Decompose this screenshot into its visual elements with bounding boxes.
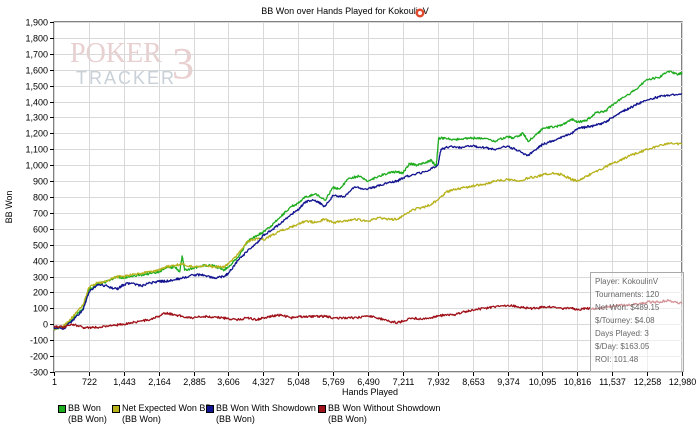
legend-item-with-showdown: BB Won With Showdown (BB Won) (206, 403, 356, 433)
x-tick-label: 1 (52, 377, 57, 387)
watermark-number-text: 3 (172, 39, 194, 88)
y-tick-label: 1,500 (25, 82, 48, 92)
y-tick-label: 200 (33, 288, 48, 298)
stat-tournaments: Tournaments: 120 (595, 290, 660, 299)
y-tick-label: -300 (30, 368, 48, 378)
x-tick-label: 11,537 (599, 377, 626, 387)
chart: POKER 3 TRACKER BB Won over Hands Played… (4, 6, 696, 397)
x-tick-label: 12,258 (634, 377, 662, 387)
x-tick-label: 12,980 (669, 377, 697, 387)
y-tick-label: 0 (43, 320, 48, 330)
stat-roi: ROI: 101.48 (595, 355, 639, 364)
y-tick-label: 700 (33, 209, 48, 219)
y-tick-label: 1,100 (25, 145, 48, 155)
legend-item-net-expected: Net Expected Won BB (BB Won) (112, 403, 262, 433)
series-line-bb-won-with-showdown (53, 92, 683, 330)
poker-tracker-watermark: POKER 3 TRACKER (70, 38, 194, 88)
x-tick-label: 10,095 (529, 377, 557, 387)
x-axis-title: Hands Played (342, 387, 398, 397)
watermark-tracker-text: TRACKER (76, 68, 176, 88)
x-tick-label: 8,653 (462, 377, 485, 387)
y-tick-label: 1,400 (25, 98, 48, 108)
legend-label-net-expected: Net Expected Won BB (122, 403, 212, 413)
legend-swatch-with-showdown (206, 405, 214, 413)
y-tick-label: 1,600 (25, 66, 48, 76)
y-tick-label: -200 (30, 352, 48, 362)
y-tick-label: 800 (33, 193, 48, 203)
poker-chip-icon (415, 8, 425, 18)
x-tick-label: 6,490 (357, 377, 380, 387)
x-tick-label: 10,816 (564, 377, 592, 387)
y-tick-label: 1,900 (25, 18, 48, 28)
legend-swatch-net-expected (112, 405, 120, 413)
y-tick-label: 300 (33, 273, 48, 283)
stat-per-tourney: $/Tourney: $4.08 (595, 316, 655, 325)
stat-player: Player: KokoulinV (595, 277, 659, 286)
x-tick-label: 5,048 (287, 377, 310, 387)
x-tick-label: 9,374 (497, 377, 520, 387)
legend: BB Won (BB Won) Net Expected Won BB (BB Wo… (54, 400, 700, 436)
stat-days-played: Days Played: 3 (595, 329, 649, 338)
stat-per-day: $/Day: $163.05 (595, 342, 650, 351)
series-layer (53, 70, 683, 331)
legend-unit-without-showdown: (BB Won) (328, 414, 367, 424)
y-tick-label: 1,800 (25, 34, 48, 44)
legend-item-without-showdown: BB Won Without Showdown (BB Won) (318, 403, 468, 433)
y-axis-title: BB Won (4, 191, 14, 224)
series-line-bb-won (53, 70, 683, 331)
y-tick-label: 500 (33, 241, 48, 251)
y-tick-label: 600 (33, 225, 48, 235)
legend-item-bb-won: BB Won (BB Won) (58, 403, 208, 433)
y-tick-label: 400 (33, 257, 48, 267)
legend-unit-net-expected: (BB Won) (122, 414, 161, 424)
x-tick-label: 7,211 (393, 377, 415, 387)
x-tick-label: 4,327 (252, 377, 275, 387)
legend-swatch-bb-won (58, 405, 66, 413)
x-tick-label: 2,164 (148, 377, 171, 387)
stat-net-won: Net Won: $489.15 (595, 303, 660, 312)
y-tick-label: 1,000 (25, 161, 48, 171)
chart-title: BB Won over Hands Played for KokoulinV (261, 6, 428, 16)
axes: 1,900 1,800 1,700 1,600 1,500 1,400 1,300 1,200… (25, 18, 696, 388)
x-tick-label: 7,932 (427, 377, 450, 387)
watermark-poker-text: POKER (70, 38, 162, 69)
legend-swatch-without-showdown (318, 405, 326, 413)
legend-label-with-showdown: BB Won With Showdown (216, 403, 316, 413)
x-tick-label: 5,769 (322, 377, 345, 387)
y-tick-label: -100 (30, 336, 48, 346)
series-line-net-expected-won-bb (53, 142, 683, 331)
legend-label-bb-won: BB Won (68, 403, 101, 413)
legend-unit-bb-won: (BB Won) (68, 414, 107, 424)
y-tick-label: 1,300 (25, 113, 48, 123)
y-tick-label: 1,700 (25, 50, 48, 60)
y-tick-label: 100 (33, 304, 48, 314)
stats-box: Player: KokoulinV Tournaments: 120 Net W… (590, 272, 684, 372)
x-tick-label: 2,885 (183, 377, 206, 387)
x-tick-label: 1,443 (113, 377, 136, 387)
series-line-bb-won-without-showdown (53, 298, 683, 330)
x-tick-label: 3,606 (217, 377, 240, 387)
legend-unit-with-showdown: (BB Won) (216, 414, 255, 424)
y-tick-label: 900 (33, 177, 48, 187)
legend-label-without-showdown: BB Won Without Showdown (328, 403, 441, 413)
y-tick-label: 1,200 (25, 129, 48, 139)
x-tick-label: 722 (82, 377, 97, 387)
